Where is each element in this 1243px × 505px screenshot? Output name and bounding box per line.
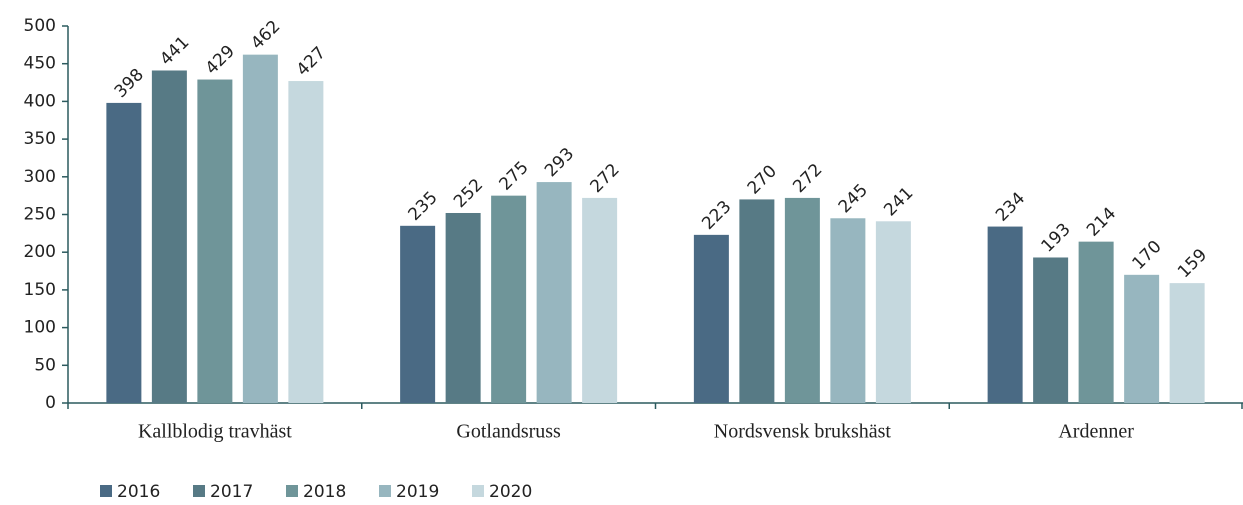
bar: [445, 212, 481, 403]
y-tick-label: 350: [24, 129, 56, 149]
y-tick-label: 200: [24, 242, 56, 262]
value-label: 245: [835, 180, 872, 217]
legend-swatch: [100, 485, 112, 497]
bar: [106, 102, 142, 404]
bar: [693, 234, 729, 403]
value-label: 441: [156, 32, 193, 69]
y-tick-label: 400: [24, 91, 56, 111]
x-tick-label: Nordsvensk brukshäst: [714, 421, 892, 443]
legend-label: 2016: [117, 482, 160, 501]
bar: [875, 221, 911, 403]
legend-swatch: [472, 485, 484, 497]
bar: [151, 70, 187, 404]
value-label: 272: [789, 160, 826, 197]
value-label: 275: [496, 158, 533, 195]
y-tick-label: 100: [24, 318, 56, 338]
legend-swatch: [379, 485, 391, 497]
bar: [400, 225, 436, 403]
y-tick-label: 450: [24, 54, 56, 74]
bar: [784, 197, 820, 403]
legend-swatch: [193, 485, 205, 497]
bar: [197, 79, 233, 403]
y-tick-label: 250: [24, 205, 56, 225]
value-label: 214: [1083, 204, 1120, 241]
legend-label: 2020: [489, 482, 532, 501]
value-label: 398: [111, 65, 148, 102]
value-label: 252: [450, 175, 487, 212]
value-label: 234: [992, 189, 1029, 226]
legend-swatch: [286, 485, 298, 497]
bar: [1124, 274, 1160, 403]
bar: [1033, 257, 1069, 403]
value-label: 159: [1174, 245, 1211, 282]
y-tick-label: 300: [24, 167, 56, 187]
y-tick-label: 50: [34, 355, 56, 375]
bar: [242, 54, 278, 403]
value-label: 462: [247, 17, 284, 54]
y-tick-label: 0: [45, 393, 56, 413]
value-label: 241: [880, 183, 917, 220]
value-label: 223: [698, 197, 735, 234]
y-tick-label: 500: [24, 16, 56, 36]
x-tick-label: Ardenner: [1058, 421, 1134, 443]
value-label: 270: [744, 161, 781, 198]
bar: [1169, 283, 1205, 403]
legend-label: 2019: [396, 482, 439, 501]
bar: [987, 226, 1023, 403]
x-tick-label: Gotlandsruss: [456, 421, 561, 443]
bar: [582, 197, 618, 403]
bar: [739, 199, 775, 403]
bar: [491, 195, 527, 403]
bar: [1078, 241, 1114, 403]
value-label: 272: [587, 160, 624, 197]
legend-label: 2018: [303, 482, 346, 501]
value-label: 193: [1038, 219, 1075, 256]
y-tick-label: 150: [24, 280, 56, 300]
value-label: 235: [405, 188, 442, 225]
value-label: 429: [202, 42, 239, 79]
value-label: 293: [541, 144, 578, 181]
x-tick-label: Kallblodig travhäst: [138, 421, 292, 443]
legend-label: 2017: [210, 482, 253, 501]
bar: [536, 182, 572, 403]
bar: [830, 218, 866, 403]
bar: [288, 81, 324, 404]
value-label: 427: [293, 43, 330, 80]
value-label: 170: [1129, 237, 1166, 274]
